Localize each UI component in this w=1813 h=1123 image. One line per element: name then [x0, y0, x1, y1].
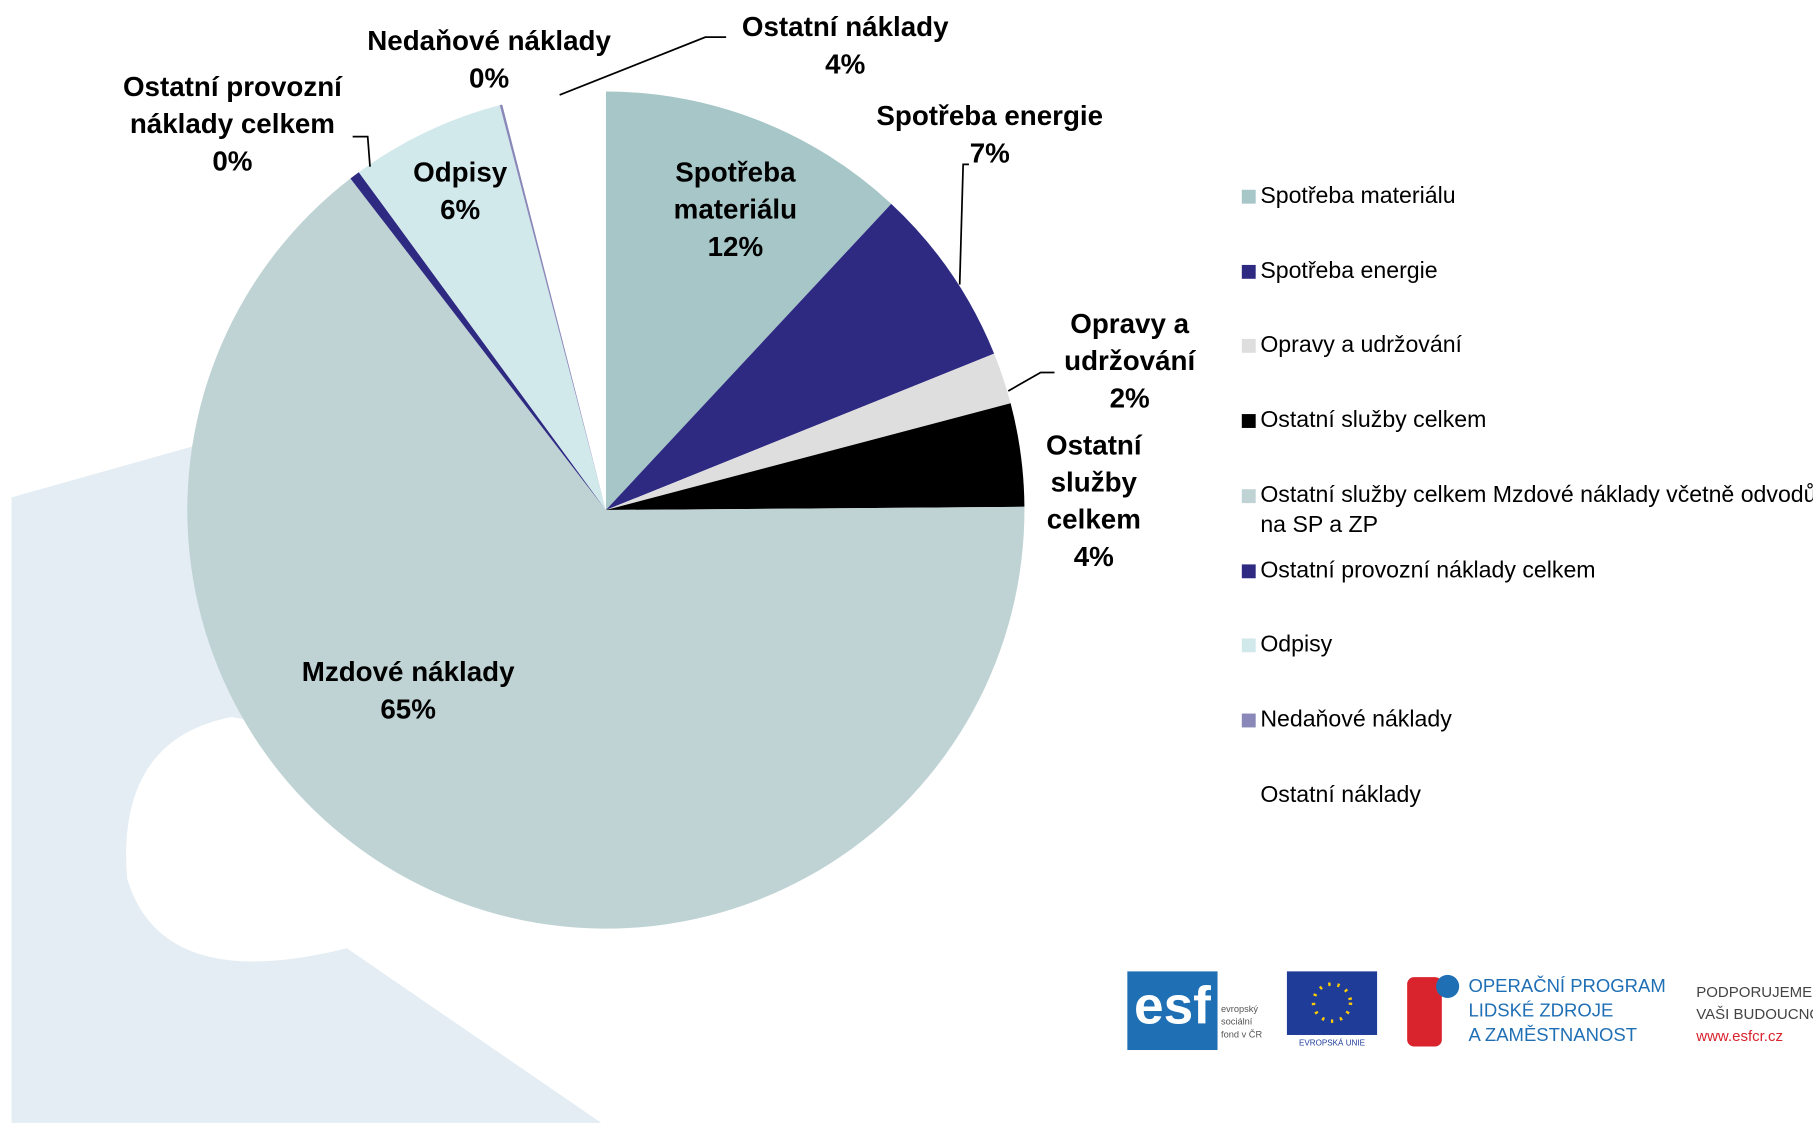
labels: Spotřeba materiálu 12% Spotřeba energie 7% Op…	[123, 11, 1197, 724]
slice-label-line: služby	[1051, 467, 1138, 498]
legend: Spotřeba materiálu Spotřeba energie Opravy…	[1241, 182, 1813, 807]
slice-label: Mzdové náklady	[302, 657, 515, 688]
eu-stars	[1311, 982, 1353, 1023]
legend-swatch	[1241, 713, 1256, 728]
legend-label: Opravy a udržování	[1260, 331, 1462, 357]
eu-text: EVROPSKÁ UNIE	[1299, 1038, 1366, 1047]
slice-label-line: Spotřeba	[675, 157, 796, 188]
esf-text: esf	[1134, 976, 1211, 1035]
slice-label: Ostatní náklady	[742, 11, 949, 42]
slice-label-line: Opravy a	[1070, 309, 1189, 340]
value-label: 2%	[1110, 383, 1150, 414]
slice-label: Spotřeba materiálu	[674, 157, 797, 225]
slice-label: Ostatní provozní náklady celkem	[123, 72, 343, 140]
slice-label: Nedaňové náklady	[367, 25, 611, 56]
legend-label: Nedaňové náklady	[1260, 706, 1452, 732]
legend-label: Spotřeba energie	[1260, 257, 1437, 283]
legend-swatch	[1241, 489, 1256, 504]
legend-label: Ostatní provozní náklady celkem	[1260, 556, 1595, 582]
legend-line: na SP a ZP	[1260, 511, 1378, 537]
legend-label: Odpisy	[1260, 630, 1332, 656]
value-label: 6%	[440, 194, 480, 225]
legend-swatch	[1241, 338, 1256, 353]
pie-slice	[499, 104, 606, 511]
legend-swatch	[1241, 638, 1256, 653]
pie-slice	[350, 172, 606, 511]
legend-swatch	[1241, 788, 1256, 803]
slice-label-line: Nedaňové náklady	[367, 25, 611, 56]
slice-label-line: náklady celkem	[130, 109, 335, 140]
value-label: 12%	[708, 231, 764, 262]
slogan-line: VAŠI BUDOUCNOST	[1696, 1006, 1813, 1023]
esf-line: sociální	[1221, 1017, 1253, 1027]
program-icon-dot	[1436, 974, 1460, 998]
program-line: A ZAMĚSTNANOST	[1468, 1024, 1637, 1045]
pie	[187, 91, 1025, 929]
value-label: 0%	[469, 62, 509, 93]
value-label: 4%	[1074, 541, 1114, 572]
pie-slice	[605, 91, 892, 511]
value-label: 65%	[380, 694, 436, 725]
program-line: LIDSKÉ ZDROJE	[1468, 999, 1613, 1020]
slogan-line: PODPORUJEME	[1696, 984, 1812, 1001]
legend-label: Ostatní náklady	[1260, 781, 1421, 807]
esf-line: fond v ČR	[1221, 1029, 1262, 1039]
legend-label: Ostatní služby celkem	[1260, 406, 1486, 432]
leader-lines	[352, 36, 1055, 392]
program-icon	[1407, 977, 1442, 1047]
program-line: OPERAČNÍ PROGRAM	[1468, 975, 1665, 996]
slice-label-line: Ostatní provozní	[123, 72, 343, 103]
value-label: 4%	[825, 48, 865, 79]
legend-swatch	[1241, 414, 1256, 428]
legend-swatch	[1241, 264, 1256, 279]
slogan-line: www.esfcr.cz	[1695, 1028, 1783, 1045]
pie-slice	[187, 178, 1025, 929]
slice-label-line: Spotřeba energie	[876, 100, 1103, 131]
slice-label: Ostatní služby celkem	[1046, 430, 1143, 535]
slice-label: Odpisy	[413, 157, 508, 188]
legend-label: Ostatní služby celkem Mzdové náklady vče…	[1260, 481, 1813, 537]
legend-swatch	[1241, 564, 1256, 579]
pie-slice	[358, 105, 606, 511]
value-label: 7%	[970, 137, 1010, 168]
pie-slice	[502, 91, 606, 511]
slice-label-line: Odpisy	[413, 157, 508, 188]
pie-slice	[605, 353, 1011, 511]
slice-label-line: Ostatní náklady	[742, 11, 949, 42]
legend-label: Spotřeba materiálu	[1260, 182, 1455, 208]
esf-line: evropský	[1221, 1004, 1258, 1014]
eu-flag	[1286, 971, 1378, 1035]
slice-label: Opravy a udržování	[1064, 309, 1196, 377]
slice-label-line: Ostatní	[1046, 430, 1143, 461]
slice-label-line: Mzdové náklady	[302, 657, 515, 688]
slice-label-line: materiálu	[674, 194, 797, 225]
value-label: 0%	[212, 146, 252, 177]
legend-swatch	[1241, 189, 1256, 204]
esf-logo	[1127, 971, 1218, 1051]
slice-label-line: udržování	[1064, 346, 1196, 377]
pie-slice	[605, 403, 1025, 511]
slice-label: Spotřeba energie	[876, 100, 1103, 131]
pie-slice	[605, 203, 995, 511]
footer-logos: esf evropský sociální fond v ČR EVROPSKÁ…	[1127, 971, 1813, 1051]
slice-label-line: celkem	[1047, 504, 1141, 535]
legend-line: Ostatní služby celkem Mzdové náklady vče…	[1260, 481, 1813, 507]
